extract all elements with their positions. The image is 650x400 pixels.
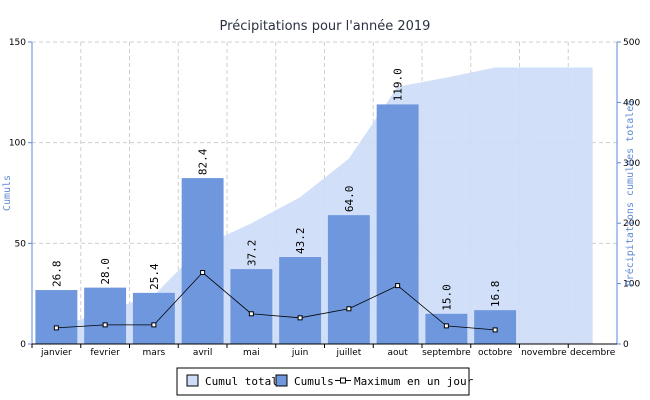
x-tick-label: septembre [422, 348, 471, 358]
cumuls-bar-label: 64.0 [343, 186, 356, 213]
legend-swatch-marker [340, 377, 346, 384]
x-tick-label: mars [143, 348, 166, 358]
y2-tick-label: 300 [623, 159, 640, 169]
x-tick-label: janvier [40, 348, 72, 358]
maximum-point [200, 270, 206, 276]
legend-label-cumuls: Cumuls [294, 375, 334, 388]
y-tick-label: 100 [9, 139, 26, 149]
x-tick-label: avril [193, 348, 213, 358]
maximum-point [102, 322, 108, 328]
cumuls-bar [425, 313, 468, 344]
maximum-point [492, 327, 498, 333]
legend-swatch-cumul-total [186, 374, 199, 387]
y2-tick-label: 200 [623, 219, 640, 229]
legend: Cumul total Cumuls Maximum en un jour [176, 367, 474, 396]
y2-tick-label: 100 [623, 280, 640, 290]
x-tick-label: decembre [570, 348, 616, 358]
y-tick-label: 150 [9, 38, 26, 48]
legend-label-maximum: Maximum en un jour [354, 375, 474, 388]
cumuls-bar-label: 119.0 [392, 68, 405, 101]
x-tick-label: juin [291, 348, 308, 358]
cumuls-bar [84, 287, 127, 344]
cumuls-bar-label: 82.4 [197, 148, 210, 175]
maximum-point [443, 323, 449, 329]
cumuls-bar-label: 37.2 [245, 240, 258, 267]
y2-axis-title: Précipitations cumulées totales [624, 100, 636, 287]
legend-box [176, 367, 470, 396]
cumuls-bar [327, 215, 370, 344]
legend-swatch-cumuls [275, 374, 288, 387]
legend-label-cumul-total: Cumul total [205, 375, 278, 388]
cumuls-bar-label: 16.8 [489, 281, 502, 308]
y-tick-label: 0 [20, 340, 26, 350]
maximum-point [248, 311, 254, 317]
x-tick-label: aout [387, 348, 408, 358]
label-layer: 26.8 28.0 25.4 82.4 37.2 43.2 64.0 119.0 15.0 16.… [50, 68, 502, 311]
y-tick-label: 50 [15, 239, 27, 249]
maximum-point [346, 306, 352, 312]
cumuls-bar-label: 26.8 [50, 261, 63, 288]
maximum-point [297, 315, 303, 321]
cumuls-bar [474, 310, 517, 344]
cumuls-bar [376, 104, 419, 344]
chart-title: Précipitations pour l'année 2019 [220, 19, 431, 34]
cumuls-bar-label: 25.4 [148, 263, 161, 290]
y2-tick-label: 500 [623, 38, 640, 48]
cumuls-bar [35, 290, 78, 344]
bar-layer [35, 104, 517, 344]
maximum-point [53, 325, 59, 331]
cumuls-bar-label: 43.2 [294, 228, 307, 255]
x-tick-label: juillet [335, 348, 361, 358]
maximum-point [151, 322, 157, 328]
cumuls-bar [132, 292, 175, 344]
axis-layer: 0 50 100 150 0 100 200 300 400 500 janvier fevrier m… [9, 38, 641, 358]
cumuls-bar [181, 178, 224, 344]
cumuls-bar [279, 257, 322, 344]
y2-tick-label: 400 [623, 98, 640, 108]
cumuls-bar [230, 269, 273, 344]
y2-tick-label: 0 [623, 340, 629, 350]
x-tick-label: fevrier [90, 348, 120, 358]
maximum-line [56, 271, 496, 331]
x-tick-label: mai [243, 348, 260, 358]
maximum-point [395, 283, 401, 289]
x-tick-label: octobre [478, 348, 513, 358]
cumuls-bar-label: 28.0 [99, 258, 112, 285]
line-layer [53, 270, 498, 333]
x-tick-label: novembre [521, 348, 567, 358]
y-axis-title: Cumuls [2, 175, 13, 211]
cumuls-bar-label: 15.0 [440, 284, 453, 311]
